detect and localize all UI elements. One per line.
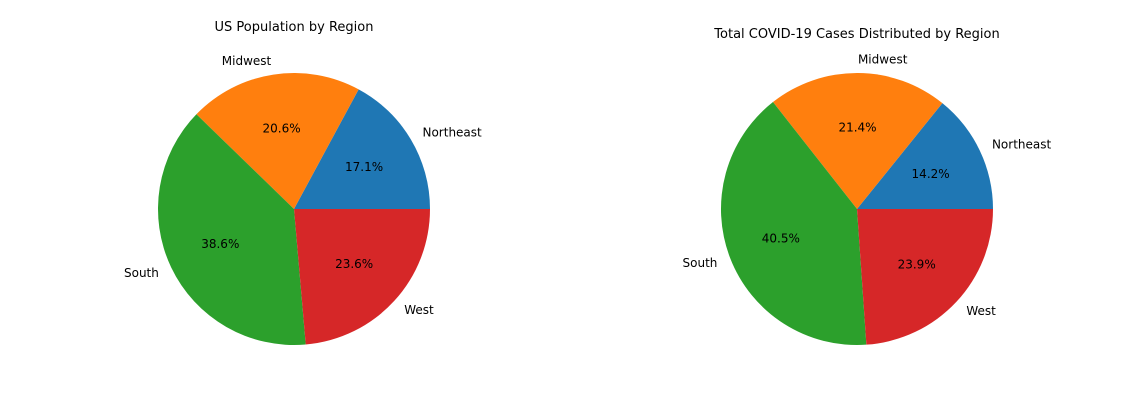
slice-label-south: South (683, 256, 718, 270)
pie-slice-northeast (294, 89, 430, 209)
slice-label-midwest: Midwest (222, 54, 272, 68)
pct-label-south: 40.5% (762, 231, 800, 245)
pie-slice-northeast (857, 103, 993, 209)
pie-slice-midwest (772, 72, 943, 209)
slice-label-west: West (966, 304, 996, 318)
slice-label-south: South (124, 266, 159, 280)
slice-label-northeast: Northeast (422, 125, 482, 139)
pie-slice-west (294, 209, 430, 345)
slice-label-west: West (404, 303, 434, 317)
pct-label-midwest: 21.4% (838, 120, 876, 134)
slice-label-midwest: Midwest (858, 52, 908, 66)
pie-slice-south (720, 102, 867, 346)
pct-label-northeast: 17.1% (345, 160, 383, 174)
pct-label-northeast: 14.2% (912, 167, 950, 181)
pct-label-midwest: 20.6% (263, 121, 301, 135)
chart-title: Total COVID-19 Cases Distributed by Regi… (713, 27, 999, 42)
pct-label-west: 23.9% (898, 258, 936, 272)
slice-label-northeast: Northeast (992, 137, 1052, 151)
pct-label-south: 38.6% (201, 237, 239, 251)
pie-slice-midwest (196, 72, 359, 209)
pie-slice-south (158, 114, 306, 345)
pct-label-west: 23.6% (335, 257, 373, 271)
chart-title: US Population by Region (215, 20, 374, 35)
pie-slice-west (857, 209, 993, 345)
